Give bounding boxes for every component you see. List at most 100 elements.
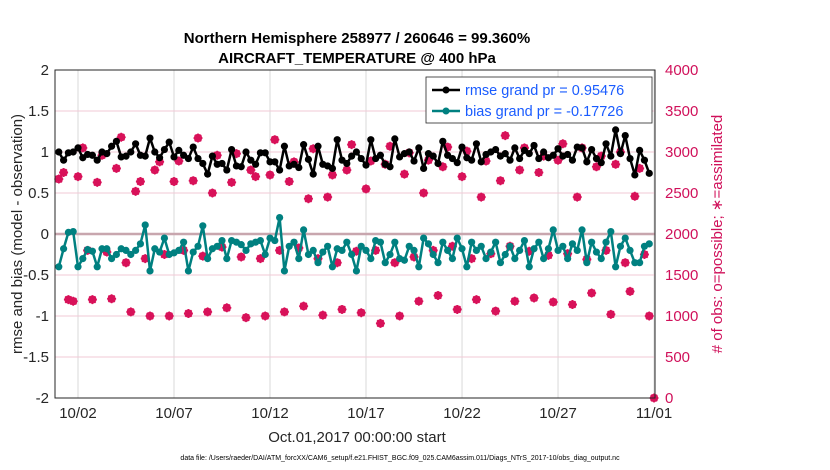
rmse-point	[242, 148, 250, 156]
y-axis-label: rmse and bias (model - observation)	[9, 114, 26, 354]
bias-point	[535, 238, 543, 246]
bias-point	[343, 238, 351, 246]
bias-point	[55, 263, 63, 271]
bias-point	[136, 240, 145, 248]
rmse-point	[468, 156, 476, 164]
asterisk-core	[243, 314, 250, 321]
bias-point	[386, 250, 394, 259]
rmse-point	[429, 152, 437, 160]
obs-assimilated-point	[342, 165, 352, 175]
asterisk-core	[588, 290, 595, 297]
bias-point	[420, 234, 428, 242]
asterisk-core	[550, 299, 557, 306]
rmse-point	[357, 154, 365, 163]
asterisk-core	[228, 179, 235, 186]
obs-assimilated-point	[553, 155, 563, 165]
bias-point	[108, 255, 116, 263]
bias-point	[516, 246, 524, 254]
bias-point	[612, 263, 620, 271]
bias-point	[511, 255, 519, 263]
asterisk-core	[478, 194, 485, 201]
bias-point	[564, 255, 572, 263]
obs-assimilated-point	[59, 168, 69, 177]
y-tick-label: -0.5	[23, 267, 49, 284]
asterisk-core	[79, 144, 86, 151]
rmse-point	[636, 146, 644, 154]
y-right-tick-label: 2500	[665, 185, 698, 202]
rmse-point	[588, 145, 596, 154]
asterisk-core	[300, 303, 307, 310]
x-tick-label: 10/17	[347, 405, 385, 422]
obs-assimilated-point	[375, 318, 385, 328]
bias-point	[376, 238, 385, 246]
asterisk-core	[593, 163, 600, 170]
asterisk-core	[171, 178, 178, 185]
rmse-point	[583, 158, 591, 166]
bias-point	[218, 236, 226, 245]
obs-assimilated-point	[78, 143, 88, 153]
rmse-point	[165, 138, 173, 146]
obs-assimilated-point	[116, 132, 126, 142]
obs-assimilated-point	[126, 307, 136, 317]
asterisk-core	[339, 306, 346, 313]
obs-assimilated-point	[54, 174, 64, 184]
rmse-point	[261, 149, 269, 157]
bias-point	[88, 247, 97, 255]
bias-point	[69, 227, 77, 236]
asterisk-core	[607, 311, 614, 318]
rmse-point	[199, 159, 207, 168]
rmse-point	[616, 150, 625, 158]
asterisk-core	[257, 255, 264, 262]
plot-frame	[54, 69, 656, 399]
obs-assimilated-point	[471, 295, 481, 305]
obs-assimilated-point	[452, 304, 462, 314]
rmse-point	[69, 148, 77, 156]
obs-assimilated-point	[318, 310, 328, 320]
rmse-point	[362, 161, 370, 169]
asterisk-core	[60, 169, 67, 176]
legend-bias-marker	[442, 107, 450, 115]
obs-assimilated-point	[510, 296, 520, 306]
obs-assimilated-point	[515, 165, 525, 175]
rmse-point	[631, 171, 639, 179]
obs-assimilated-point	[390, 258, 400, 268]
obs-assimilated-point	[68, 296, 78, 306]
bias-point	[568, 240, 577, 248]
rmse-point	[602, 140, 610, 148]
obs-assimilated-point	[107, 294, 117, 304]
rmse-point	[60, 156, 68, 164]
asterisk-core	[70, 298, 77, 305]
rmse-point	[578, 144, 586, 152]
y-axis-right-label: # of obs: o=possible; ∗=assimilated	[709, 115, 726, 354]
y-right-tick-label: 500	[665, 349, 690, 366]
legend-box	[425, 76, 653, 124]
asterisk-core	[262, 313, 269, 319]
bias-point	[314, 259, 322, 267]
x-axis-label: Oct.01,2017 00:00:00 start	[268, 429, 446, 446]
obs-assimilated-point	[361, 184, 371, 194]
bias-point	[141, 221, 149, 229]
rmse-point	[88, 151, 97, 159]
bias-point	[492, 238, 500, 246]
rmse-point	[472, 140, 481, 148]
obs-assimilated-point	[140, 254, 150, 264]
bias-point	[583, 259, 591, 267]
obs-assimilated-point	[121, 258, 131, 268]
rmse-point	[535, 154, 543, 163]
obs-assimilated-point	[222, 303, 232, 313]
x-tick-label: 10/07	[155, 405, 193, 422]
asterisk-core	[113, 165, 120, 172]
rmse-point	[127, 148, 135, 156]
rmse-point	[189, 143, 197, 151]
rmse-point	[453, 159, 461, 167]
asterisk-core	[348, 141, 355, 148]
bias-point	[352, 267, 361, 275]
rmse-point	[405, 148, 413, 156]
rmse-point	[415, 144, 423, 152]
bias-point	[300, 226, 308, 234]
rmse-point	[343, 159, 351, 168]
rmse-point	[295, 163, 303, 172]
bias-point	[453, 234, 461, 242]
footnote: data file: /Users/raeder/DAI/ATM_forcXX/…	[180, 455, 620, 462]
obs-assimilated-point	[606, 309, 616, 319]
